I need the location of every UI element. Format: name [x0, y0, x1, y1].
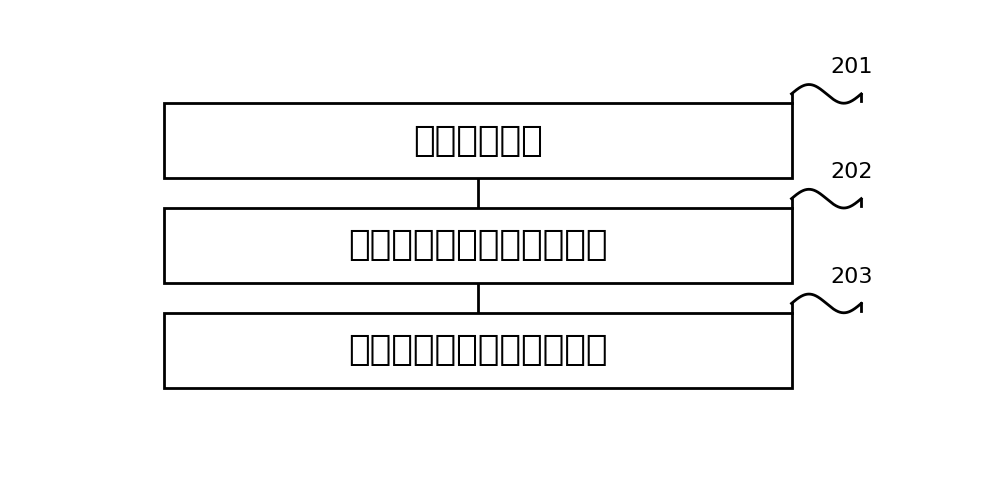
Text: 变压器局部放电在线监测仪: 变压器局部放电在线监测仪	[348, 228, 607, 262]
Text: 201: 201	[830, 57, 873, 77]
Text: 信号采集装置: 信号采集装置	[413, 123, 542, 157]
Bar	[164, 103, 792, 178]
Bar	[164, 313, 792, 388]
Bar	[164, 208, 792, 283]
Text: 202: 202	[830, 162, 873, 182]
Text: 203: 203	[830, 267, 873, 287]
Text: 变压器故障综合处理服务器: 变压器故障综合处理服务器	[348, 333, 607, 367]
